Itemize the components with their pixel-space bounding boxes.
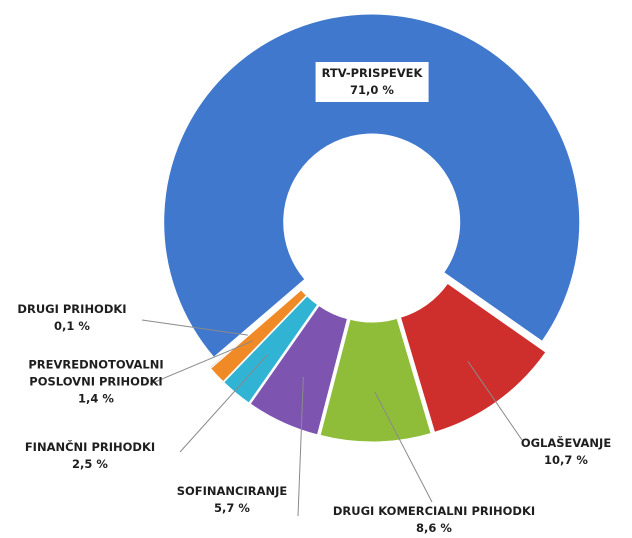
category-label: DRUGI PRIHODKI: [17, 302, 127, 316]
data-label: SOFINANCIRANJE 5,7 %: [177, 483, 288, 517]
value-label: 8,6 %: [416, 521, 452, 535]
leader-line: [467, 360, 523, 441]
leader-line: [179, 354, 269, 453]
leader-line: [141, 319, 248, 336]
donut-slice: [208, 288, 302, 369]
data-label: FINANČNI PRIHODKI 2,5 %: [25, 439, 155, 473]
value-label: 1,4 %: [78, 391, 114, 406]
data-label: DRUGI KOMERCIALNI PRIHODKI 8,6 %: [333, 503, 535, 537]
data-label: PREVREDNOTOVALNI POSLOVNI PRIHODKI 1,4 %: [21, 357, 171, 408]
category-label: OGLAŠEVANJE: [520, 436, 612, 450]
category-label: RTV-PRISPEVEK: [321, 66, 423, 80]
data-label: RTV-PRISPEVEK 71,0 %: [315, 62, 429, 102]
category-label: FINANČNI PRIHODKI: [24, 440, 156, 454]
data-label: DRUGI PRIHODKI 0,1 %: [17, 301, 126, 335]
value-label: 5,7 %: [214, 501, 250, 515]
data-label: OGLAŠEVANJE 10,7 %: [521, 435, 611, 469]
category-label: DRUGI KOMERCIALNI PRIHODKI: [332, 504, 536, 518]
donut-slice: [222, 295, 319, 404]
donut-slice: [249, 304, 349, 436]
category-label: SOFINANCIRANJE: [176, 484, 288, 498]
leader-line: [297, 376, 304, 517]
value-label: 2,5 %: [72, 457, 108, 471]
category-label: PREVREDNOTOVALNI POSLOVNI PRIHODKI: [28, 357, 164, 389]
donut-slice: [399, 282, 547, 433]
value-label: 10,7 %: [544, 453, 588, 467]
value-label: 0,1 %: [54, 319, 90, 333]
leader-line: [149, 340, 254, 385]
leader-line: [374, 391, 433, 503]
value-label: 71,0 %: [350, 83, 394, 97]
donut-slice: [163, 13, 581, 359]
